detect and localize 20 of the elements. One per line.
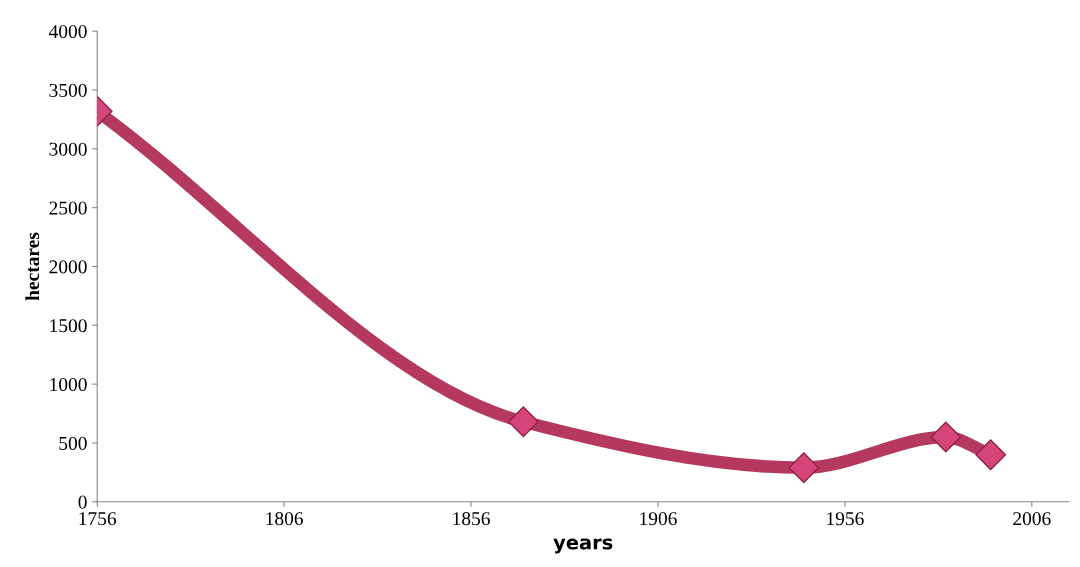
x-tick-label: 2006	[1013, 512, 1051, 526]
y-tick-label: 1500	[50, 319, 87, 333]
x-tick-label: 1906	[640, 512, 677, 526]
y-tick-label: 2000	[49, 260, 87, 274]
y-tick-label: 2500	[49, 201, 87, 215]
point	[975, 439, 1007, 471]
y-tick-label: 4000	[48, 25, 87, 39]
point	[788, 452, 820, 484]
x-axis-title: years	[553, 538, 613, 554]
point	[930, 421, 962, 453]
y-tick-label: 0	[78, 495, 87, 509]
y-tick-label: 500	[59, 436, 87, 450]
y-tick-label: 3500	[49, 83, 87, 97]
x-tick-label: 1806	[266, 512, 303, 526]
y-tick-label: 1000	[50, 377, 87, 392]
y-tick-label: 3000	[49, 142, 87, 156]
x-tick-label: 1756	[79, 512, 117, 526]
y-axis-title: hectares	[25, 232, 40, 301]
x-tick-label: 1956	[827, 512, 864, 526]
x-tick-label: 1856	[453, 512, 490, 526]
